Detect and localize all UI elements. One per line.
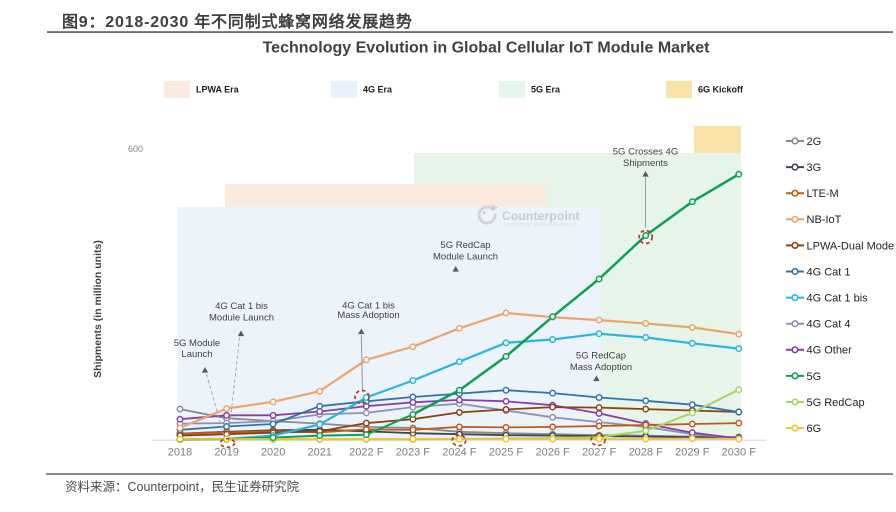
svg-text:3G: 3G	[807, 162, 822, 174]
svg-text:2019: 2019	[214, 447, 238, 459]
svg-text:Mass Adoption: Mass Adoption	[570, 362, 632, 373]
svg-text:2018: 2018	[168, 447, 192, 459]
svg-text:600: 600	[128, 144, 143, 154]
svg-text:4G Era: 4G Era	[363, 85, 393, 95]
svg-text:5G RedCap: 5G RedCap	[440, 240, 490, 251]
svg-text:5G: 5G	[807, 371, 822, 383]
svg-text:2030 F: 2030 F	[722, 447, 757, 459]
svg-text:4G Cat 1 bis: 4G Cat 1 bis	[807, 293, 869, 305]
svg-text:图9：2018-2030 年不同制式蜂窝网络发展趋势: 图9：2018-2030 年不同制式蜂窝网络发展趋势	[62, 12, 413, 31]
svg-text:2029 F: 2029 F	[675, 447, 710, 459]
svg-text:资料来源：Counterpoint，民生证券研究院: 资料来源：Counterpoint，民生证券研究院	[65, 479, 300, 494]
svg-text:NB-IoT: NB-IoT	[807, 214, 842, 226]
svg-text:2021: 2021	[307, 447, 331, 459]
svg-text:LPWA Era: LPWA Era	[196, 85, 240, 95]
svg-text:4G Cat 4: 4G Cat 4	[807, 319, 851, 331]
svg-text:Counterpoint: Counterpoint	[502, 209, 580, 223]
svg-text:4G Cat 1 bis: 4G Cat 1 bis	[342, 300, 395, 311]
svg-text:6G Kickoff: 6G Kickoff	[698, 85, 744, 95]
svg-text:Module Launch: Module Launch	[209, 313, 274, 324]
svg-text:2028 F: 2028 F	[629, 447, 664, 459]
svg-text:Launch: Launch	[181, 349, 212, 360]
svg-text:4G Other: 4G Other	[807, 345, 853, 357]
svg-text:Shipments (in million units): Shipments (in million units)	[92, 240, 104, 378]
svg-text:5G Era: 5G Era	[531, 85, 561, 95]
svg-text:LPWA-Dual Mode: LPWA-Dual Mode	[807, 240, 895, 252]
svg-text:4G Cat 1 bis: 4G Cat 1 bis	[215, 301, 268, 312]
svg-text:5G Crosses 4G: 5G Crosses 4G	[613, 146, 678, 157]
svg-text:2020: 2020	[261, 447, 285, 459]
svg-text:LTE-M: LTE-M	[807, 188, 839, 200]
svg-text:Shipments: Shipments	[623, 158, 668, 169]
svg-text:2023 F: 2023 F	[396, 447, 431, 459]
svg-text:Technology Evolution in Global: Technology Evolution in Global Cellular …	[263, 40, 711, 57]
svg-text:5G Module: 5G Module	[174, 338, 220, 349]
svg-text:6G: 6G	[807, 423, 822, 435]
svg-text:2G: 2G	[807, 136, 822, 148]
svg-text:5G RedCap: 5G RedCap	[807, 397, 865, 409]
svg-text:4G Cat 1: 4G Cat 1	[807, 266, 851, 278]
svg-text:2022 F: 2022 F	[349, 447, 384, 459]
svg-text:Technology Market Research: Technology Market Research	[503, 222, 577, 228]
svg-text:Mass Adoption: Mass Adoption	[337, 310, 399, 321]
svg-text:2026 F: 2026 F	[535, 447, 570, 459]
svg-text:Module Launch: Module Launch	[433, 252, 498, 263]
svg-text:2027 F: 2027 F	[582, 447, 617, 459]
svg-text:5G RedCap: 5G RedCap	[576, 351, 626, 362]
svg-text:2024 F: 2024 F	[442, 447, 477, 459]
svg-text:2025 F: 2025 F	[489, 447, 524, 459]
